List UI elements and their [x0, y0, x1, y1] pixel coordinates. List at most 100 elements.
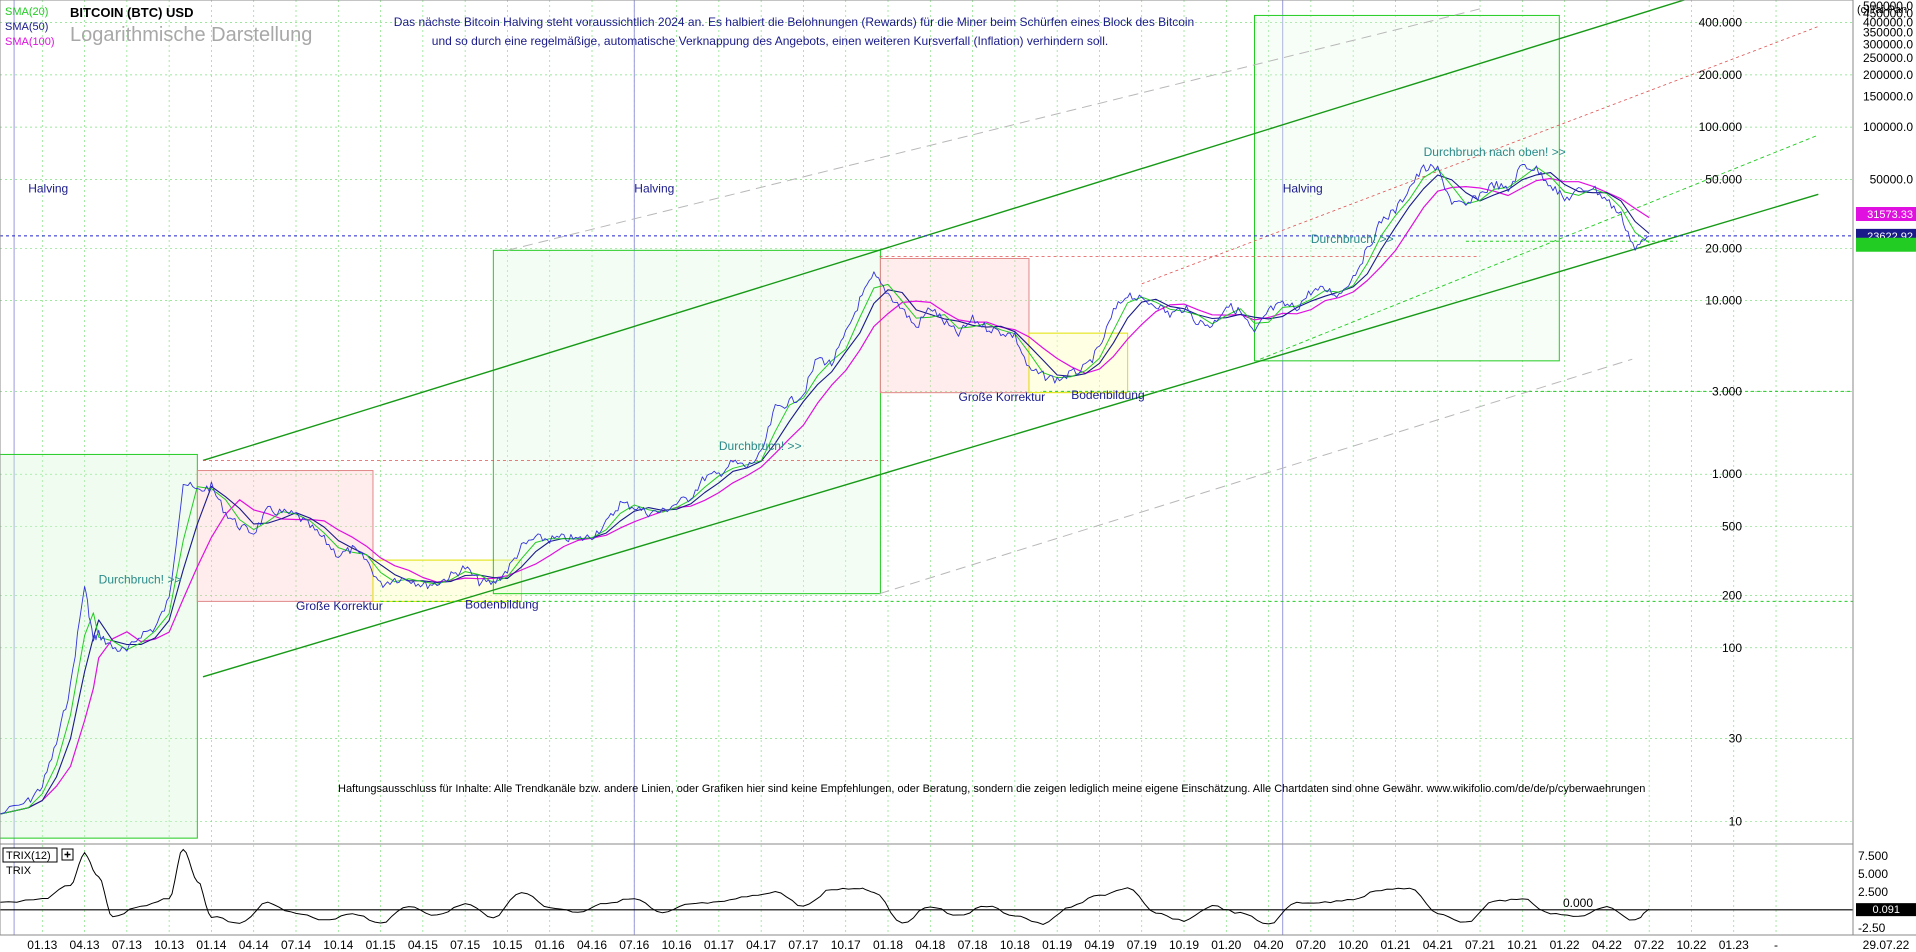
- price-marker-label: 31573.33: [1867, 209, 1913, 221]
- trix-tick-label: 2.500: [1858, 885, 1888, 899]
- outer-upper-line: [507, 8, 1481, 251]
- trix-expand-icon[interactable]: [61, 848, 74, 861]
- x-tick-label: 01.13: [27, 938, 57, 952]
- x-tick-label: 10.13: [154, 938, 184, 952]
- x-tick-label: 01.21: [1380, 938, 1410, 952]
- y-tick-label-right: 200000.0: [1863, 68, 1913, 82]
- annotation-correction-1: Große Korrektur: [296, 599, 383, 613]
- legend-sma20: SMA(20): [5, 6, 48, 18]
- x-tick-label: 07.19: [1127, 938, 1157, 952]
- x-tick-label: 04.16: [577, 938, 607, 952]
- x-tick-label: 04.20: [1254, 938, 1284, 952]
- trix-tick-label: 5.000: [1858, 867, 1888, 881]
- trix-title: TRIX: [6, 865, 32, 877]
- x-tick-label: 07.15: [450, 938, 480, 952]
- bottoming-box-2: [1028, 332, 1129, 394]
- trix-tick-label: -2.50: [1858, 921, 1886, 935]
- y-tick-label: 400.000: [1699, 16, 1743, 30]
- disclaimer: Haftungsausschluss für Inhalte: Alle Tre…: [338, 783, 1645, 795]
- y-tick-label-right: 150000.0: [1863, 90, 1913, 104]
- x-tick-label: 01.18: [873, 938, 903, 952]
- y-tick-label: 1.000: [1712, 467, 1742, 481]
- x-tick-label: 07.17: [788, 938, 818, 952]
- y-tick-label-right: 300000.0: [1863, 37, 1913, 51]
- y-tick-label: 3.000: [1712, 384, 1742, 398]
- x-tick-label: 04.15: [408, 938, 438, 952]
- x-tick-label: 10.19: [1169, 938, 1199, 952]
- x-tick-label: 10.14: [323, 938, 353, 952]
- trix-tick-label: 7.500: [1858, 849, 1888, 863]
- x-tick-label: 04.21: [1423, 938, 1453, 952]
- chart-title: BITCOIN (BTC) USD: [70, 5, 194, 20]
- y-tick-label: 30: [1729, 732, 1743, 746]
- annotation-breakout-2020: Durchbruch! >>: [1311, 232, 1394, 246]
- x-tick-label: 04.22: [1592, 938, 1622, 952]
- x-tick-label: 04.13: [70, 938, 100, 952]
- annotation-breakout-up: Durchbruch nach oben! >>: [1424, 145, 1566, 159]
- x-tick-label: 10.20: [1338, 938, 1368, 952]
- annotation-halving-2: Halving: [634, 181, 674, 195]
- x-tick-label: 10.15: [492, 938, 522, 952]
- y-tick-label: 10.000: [1705, 294, 1742, 308]
- legend-sma50: SMA(50): [5, 21, 48, 33]
- x-tick-label: 01.15: [366, 938, 396, 952]
- x-tick-label: -: [1774, 938, 1778, 952]
- x-last-label: 29.07.22: [1863, 938, 1910, 952]
- annotation-breakout-2017: Durchbruch! >>: [719, 439, 802, 453]
- y-tick-label-right: 100000.0: [1863, 120, 1913, 134]
- trix-legend-label: TRIX(12): [6, 850, 51, 862]
- x-tick-label: 07.14: [281, 938, 311, 952]
- x-tick-label: 10.22: [1676, 938, 1706, 952]
- annotation-halving-1: Halving: [28, 181, 68, 195]
- y-tick-label: 500: [1722, 519, 1742, 533]
- x-tick-label: 04.19: [1084, 938, 1114, 952]
- sma50-line: [0, 172, 1650, 815]
- y-tick-label-right: 500000.0: [1863, 0, 1913, 13]
- annotation-halving-3: Halving: [1283, 181, 1323, 195]
- red-dotted-line: [1141, 26, 1819, 285]
- annotation-bottoming-2: Bodenbildung: [1071, 388, 1144, 402]
- phase-box: [0, 453, 198, 839]
- x-tick-label: 01.14: [196, 938, 226, 952]
- annotations: Halving Halving Halving Durchbruch! >> Durch…: [28, 145, 1566, 613]
- grid: [0, 0, 1853, 935]
- y-tick-label: 100.000: [1699, 120, 1743, 134]
- lower-channel: [202, 193, 1819, 678]
- halving-note-line2: und so durch eine regelmäßige, automatis…: [432, 34, 1108, 48]
- sma20-line: [0, 166, 1650, 815]
- y-tick-label: 10: [1729, 814, 1743, 828]
- x-tick-label: 01.17: [704, 938, 734, 952]
- y-tick-label-right: 350000.0: [1863, 26, 1913, 40]
- x-tick-label: 04.18: [915, 938, 945, 952]
- y-tick-label: 20.000: [1705, 241, 1742, 255]
- annotation-breakout-2013: Durchbruch! >>: [99, 572, 182, 586]
- y-tick-label: 200.000: [1699, 68, 1743, 82]
- x-tick-label: 04.14: [239, 938, 269, 952]
- x-tick-label: 10.21: [1507, 938, 1537, 952]
- trix-current-label: 0.091: [1872, 904, 1900, 916]
- trix-zero-label: 0.000: [1563, 896, 1593, 910]
- x-tick-label: 10.17: [831, 938, 861, 952]
- chart-subtitle: Logarithmische Darstellung: [70, 24, 312, 46]
- x-tick-label: 07.16: [619, 938, 649, 952]
- x-tick-label: 01.22: [1550, 938, 1580, 952]
- trix-panel: 7.500 5.000 2.500 -2.50 0.000 0.091: [0, 848, 1916, 935]
- x-tick-label: 04.17: [746, 938, 776, 952]
- price-series: [0, 163, 1650, 815]
- y-tick-label-right: 250000.0: [1863, 51, 1913, 65]
- upper-channel: [202, 0, 1687, 462]
- x-tick-label: 10.18: [1000, 938, 1030, 952]
- x-tick-label: 07.13: [112, 938, 142, 952]
- annotation-bottoming-1: Bodenbildung: [465, 598, 538, 612]
- price-line: [0, 163, 1650, 815]
- trix-current-marker: [1856, 903, 1916, 917]
- y-tick-label-right: 450000.0: [1863, 7, 1913, 21]
- y-tick-label-right: 50000.0: [1870, 172, 1914, 186]
- x-tick-label: 01.16: [535, 938, 565, 952]
- annotation-correction-2: Große Korrektur: [958, 390, 1045, 404]
- copyright: (c)Tai-Pan: [1857, 4, 1907, 16]
- halving-note-line1: Das nächste Bitcoin Halving steht voraus…: [394, 15, 1194, 29]
- correction-box-1: [196, 470, 374, 602]
